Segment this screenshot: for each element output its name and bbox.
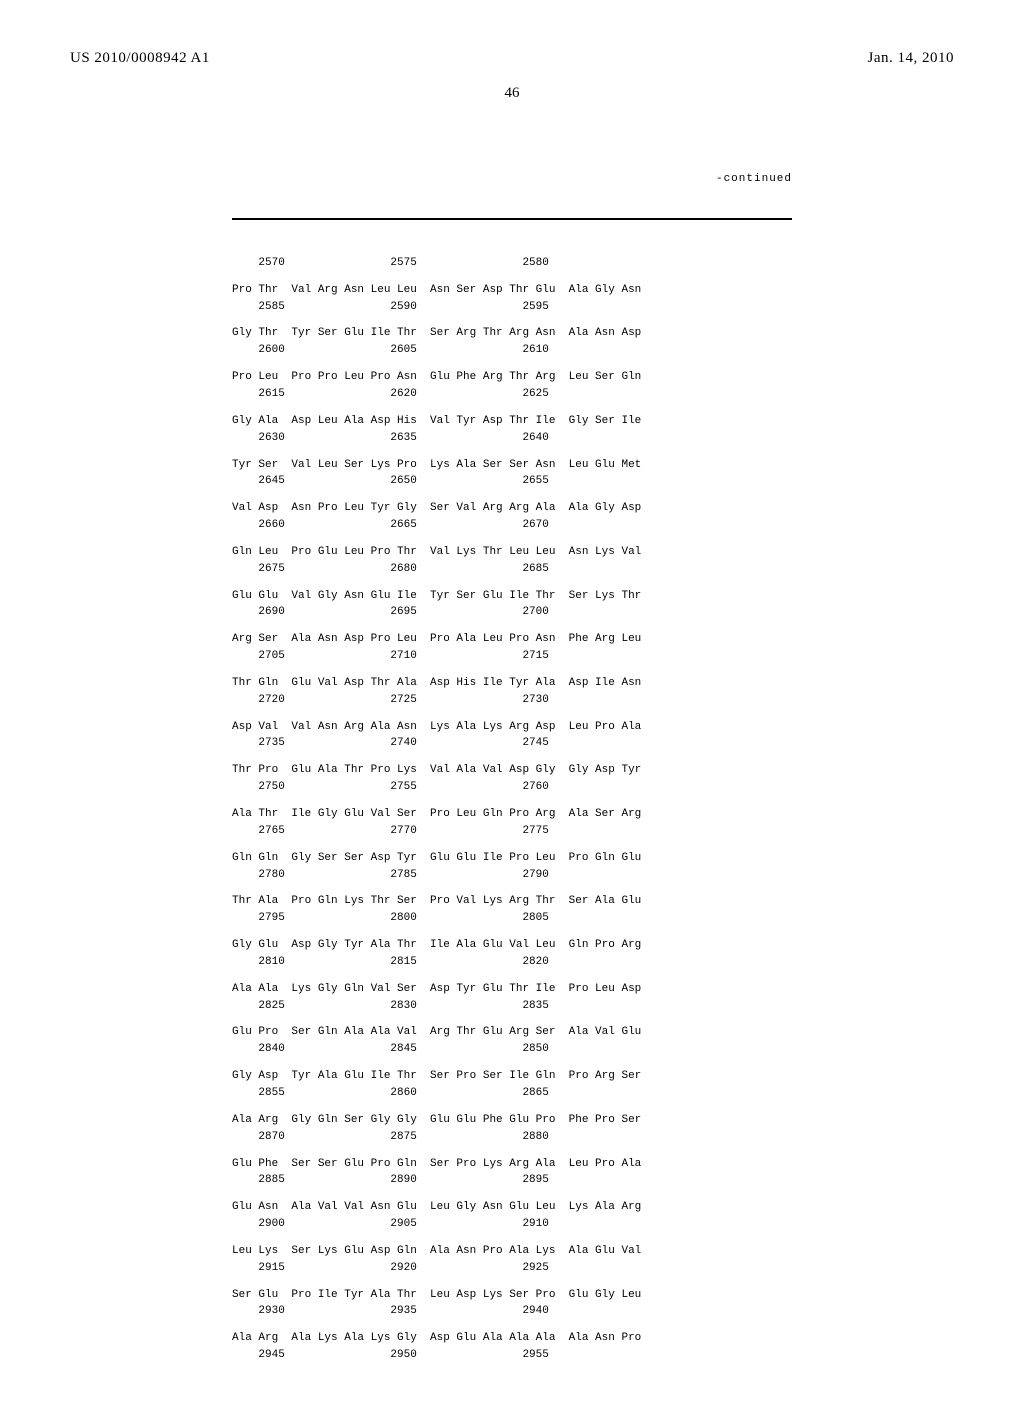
sequence-num-row: 2795 2800 2805 [232,911,792,926]
sequence-aa-row: Pro Leu Pro Pro Leu Pro Asn Glu Phe Arg … [232,370,792,385]
sequence-aa-row: Pro Thr Val Arg Asn Leu Leu Asn Ser Asp … [232,283,792,298]
sequence-num-row: 2825 2830 2835 [232,999,792,1014]
sequence-num-row: 2765 2770 2775 [232,824,792,839]
sequence-num-row: 2690 2695 2700 [232,605,792,620]
sequence-num-row: 2705 2710 2715 [232,649,792,664]
sequence-num-row: 2615 2620 2625 [232,387,792,402]
continued-label: -continued [232,172,792,187]
sequence-num-row: 2720 2725 2730 [232,693,792,708]
sequence-aa-row: Leu Lys Ser Lys Glu Asp Gln Ala Asn Pro … [232,1244,792,1259]
sequence-aa-row: Ser Glu Pro Ile Tyr Ala Thr Leu Asp Lys … [232,1288,792,1303]
header-row: US 2010/0008942 A1 Jan. 14, 2010 [70,50,954,67]
sequence-rows: 2570 2575 2580 Pro Thr Val Arg Asn Leu Le… [232,256,792,1363]
rule [232,218,792,220]
sequence-aa-row: Asp Val Val Asn Arg Ala Asn Lys Ala Lys … [232,720,792,735]
sequence-num-row: 2780 2785 2790 [232,868,792,883]
sequence-aa-row: Val Asp Asn Pro Leu Tyr Gly Ser Val Arg … [232,501,792,516]
sequence-aa-row: Thr Ala Pro Gln Lys Thr Ser Pro Val Lys … [232,894,792,909]
sequence-num-row: 2750 2755 2760 [232,780,792,795]
sequence-aa-row: Ala Ala Lys Gly Gln Val Ser Asp Tyr Glu … [232,982,792,997]
sequence-num-row: 2840 2845 2850 [232,1042,792,1057]
sequence-num-row: 2645 2650 2655 [232,474,792,489]
sequence-num-row: 2585 2590 2595 [232,300,792,315]
sequence-block: -continued 2570 2575 2580 Pro Thr Val Arg… [232,142,792,1405]
sequence-num-row: 2660 2665 2670 [232,518,792,533]
sequence-num-row: 2570 2575 2580 [232,256,792,271]
sequence-aa-row: Gly Asp Tyr Ala Glu Ile Thr Ser Pro Ser … [232,1069,792,1084]
publication-date: Jan. 14, 2010 [868,50,955,67]
sequence-aa-row: Thr Pro Glu Ala Thr Pro Lys Val Ala Val … [232,763,792,778]
sequence-aa-row: Glu Phe Ser Ser Glu Pro Gln Ser Pro Lys … [232,1157,792,1172]
sequence-num-row: 2885 2890 2895 [232,1173,792,1188]
sequence-aa-row: Gly Thr Tyr Ser Glu Ile Thr Ser Arg Thr … [232,326,792,341]
sequence-aa-row: Thr Gln Glu Val Asp Thr Ala Asp His Ile … [232,676,792,691]
sequence-aa-row: Tyr Ser Val Leu Ser Lys Pro Lys Ala Ser … [232,458,792,473]
sequence-num-row: 2855 2860 2865 [232,1086,792,1101]
sequence-aa-row: Ala Arg Ala Lys Ala Lys Gly Asp Glu Ala … [232,1331,792,1346]
page-number: 46 [70,85,954,102]
sequence-aa-row: Gly Ala Asp Leu Ala Asp His Val Tyr Asp … [232,414,792,429]
sequence-num-row: 2735 2740 2745 [232,736,792,751]
sequence-aa-row: Ala Arg Gly Gln Ser Gly Gly Glu Glu Phe … [232,1113,792,1128]
sequence-num-row: 2945 2950 2955 [232,1348,792,1363]
sequence-aa-row: Glu Asn Ala Val Val Asn Glu Leu Gly Asn … [232,1200,792,1215]
sequence-num-row: 2810 2815 2820 [232,955,792,970]
sequence-num-row: 2600 2605 2610 [232,343,792,358]
sequence-aa-row: Glu Glu Val Gly Asn Glu Ile Tyr Ser Glu … [232,589,792,604]
sequence-aa-row: Gly Glu Asp Gly Tyr Ala Thr Ile Ala Glu … [232,938,792,953]
sequence-num-row: 2870 2875 2880 [232,1130,792,1145]
sequence-aa-row: Glu Pro Ser Gln Ala Ala Val Arg Thr Glu … [232,1025,792,1040]
sequence-aa-row: Gln Gln Gly Ser Ser Asp Tyr Glu Glu Ile … [232,851,792,866]
sequence-num-row: 2900 2905 2910 [232,1217,792,1232]
sequence-aa-row: Gln Leu Pro Glu Leu Pro Thr Val Lys Thr … [232,545,792,560]
publication-number: US 2010/0008942 A1 [70,50,210,67]
sequence-num-row: 2630 2635 2640 [232,431,792,446]
sequence-aa-row: Arg Ser Ala Asn Asp Pro Leu Pro Ala Leu … [232,632,792,647]
sequence-aa-row: Ala Thr Ile Gly Glu Val Ser Pro Leu Gln … [232,807,792,822]
sequence-num-row: 2930 2935 2940 [232,1304,792,1319]
sequence-num-row: 2915 2920 2925 [232,1261,792,1276]
sequence-num-row: 2675 2680 2685 [232,562,792,577]
